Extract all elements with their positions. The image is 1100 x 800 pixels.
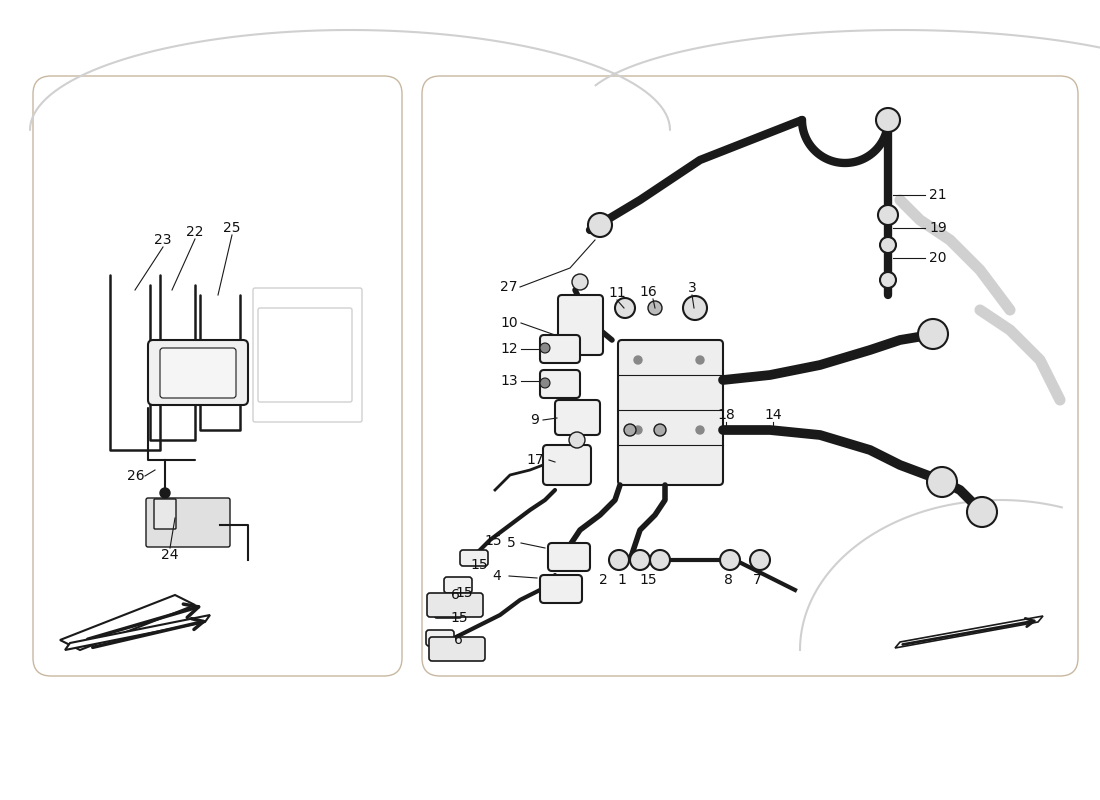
Circle shape: [918, 319, 948, 349]
Text: 3: 3: [688, 281, 696, 295]
Text: 19: 19: [930, 221, 947, 235]
Circle shape: [609, 550, 629, 570]
Circle shape: [880, 237, 896, 253]
Circle shape: [696, 426, 704, 434]
Circle shape: [650, 550, 670, 570]
FancyBboxPatch shape: [540, 575, 582, 603]
Text: 10: 10: [500, 316, 518, 330]
Polygon shape: [60, 595, 195, 650]
Circle shape: [648, 301, 662, 315]
Circle shape: [634, 426, 642, 434]
Circle shape: [696, 356, 704, 364]
Text: 11: 11: [608, 286, 626, 300]
Text: 23: 23: [154, 233, 172, 247]
Circle shape: [630, 550, 650, 570]
Circle shape: [572, 274, 588, 290]
Text: 8: 8: [724, 573, 733, 587]
Circle shape: [569, 432, 585, 448]
Text: 15: 15: [470, 558, 487, 572]
Circle shape: [720, 550, 740, 570]
Text: 15: 15: [450, 611, 468, 625]
Text: 15: 15: [639, 573, 657, 587]
FancyBboxPatch shape: [429, 637, 485, 661]
Circle shape: [540, 378, 550, 388]
Text: 6: 6: [451, 588, 460, 602]
FancyBboxPatch shape: [33, 76, 401, 676]
Circle shape: [634, 356, 642, 364]
Circle shape: [750, 550, 770, 570]
FancyBboxPatch shape: [160, 348, 236, 398]
Text: 27: 27: [500, 280, 518, 294]
Circle shape: [624, 424, 636, 436]
Text: 18: 18: [717, 408, 735, 422]
Text: 15: 15: [455, 586, 473, 600]
Text: 22: 22: [186, 225, 204, 239]
FancyBboxPatch shape: [556, 400, 600, 435]
FancyBboxPatch shape: [148, 340, 248, 405]
FancyBboxPatch shape: [434, 602, 462, 618]
Text: 1: 1: [617, 573, 626, 587]
FancyBboxPatch shape: [548, 543, 590, 571]
FancyBboxPatch shape: [146, 498, 230, 547]
Text: 21: 21: [930, 188, 947, 202]
Text: 15: 15: [484, 534, 502, 548]
Text: eurospares: eurospares: [604, 281, 796, 310]
FancyBboxPatch shape: [618, 340, 723, 485]
Circle shape: [615, 298, 635, 318]
Text: 12: 12: [500, 342, 518, 356]
Polygon shape: [65, 615, 210, 650]
Text: 14: 14: [764, 408, 782, 422]
FancyBboxPatch shape: [540, 370, 580, 398]
Circle shape: [683, 296, 707, 320]
Text: 4: 4: [493, 569, 502, 583]
FancyBboxPatch shape: [427, 593, 483, 617]
Text: 26: 26: [128, 469, 145, 483]
Text: 16: 16: [639, 285, 657, 299]
FancyBboxPatch shape: [460, 550, 488, 566]
FancyBboxPatch shape: [426, 630, 454, 646]
Text: 24: 24: [162, 548, 178, 562]
Text: 9: 9: [530, 413, 539, 427]
Circle shape: [654, 424, 666, 436]
FancyBboxPatch shape: [558, 295, 603, 355]
FancyBboxPatch shape: [154, 499, 176, 529]
Circle shape: [878, 205, 898, 225]
FancyBboxPatch shape: [422, 76, 1078, 676]
FancyBboxPatch shape: [543, 445, 591, 485]
Text: eurospares: eurospares: [119, 270, 311, 299]
FancyBboxPatch shape: [540, 335, 580, 363]
Text: 6: 6: [453, 633, 462, 647]
Circle shape: [540, 343, 550, 353]
Circle shape: [588, 213, 612, 237]
Text: 20: 20: [930, 251, 947, 265]
Text: 5: 5: [507, 536, 516, 550]
Text: 2: 2: [598, 573, 607, 587]
Text: 7: 7: [752, 573, 761, 587]
Circle shape: [967, 497, 997, 527]
Circle shape: [160, 488, 170, 498]
Circle shape: [880, 272, 896, 288]
Circle shape: [876, 108, 900, 132]
Text: eurospares: eurospares: [119, 575, 311, 605]
Text: 13: 13: [500, 374, 518, 388]
Text: eurospares: eurospares: [604, 555, 796, 585]
Text: 25: 25: [223, 221, 241, 235]
Circle shape: [927, 467, 957, 497]
Text: 17: 17: [526, 453, 543, 467]
FancyBboxPatch shape: [444, 577, 472, 593]
